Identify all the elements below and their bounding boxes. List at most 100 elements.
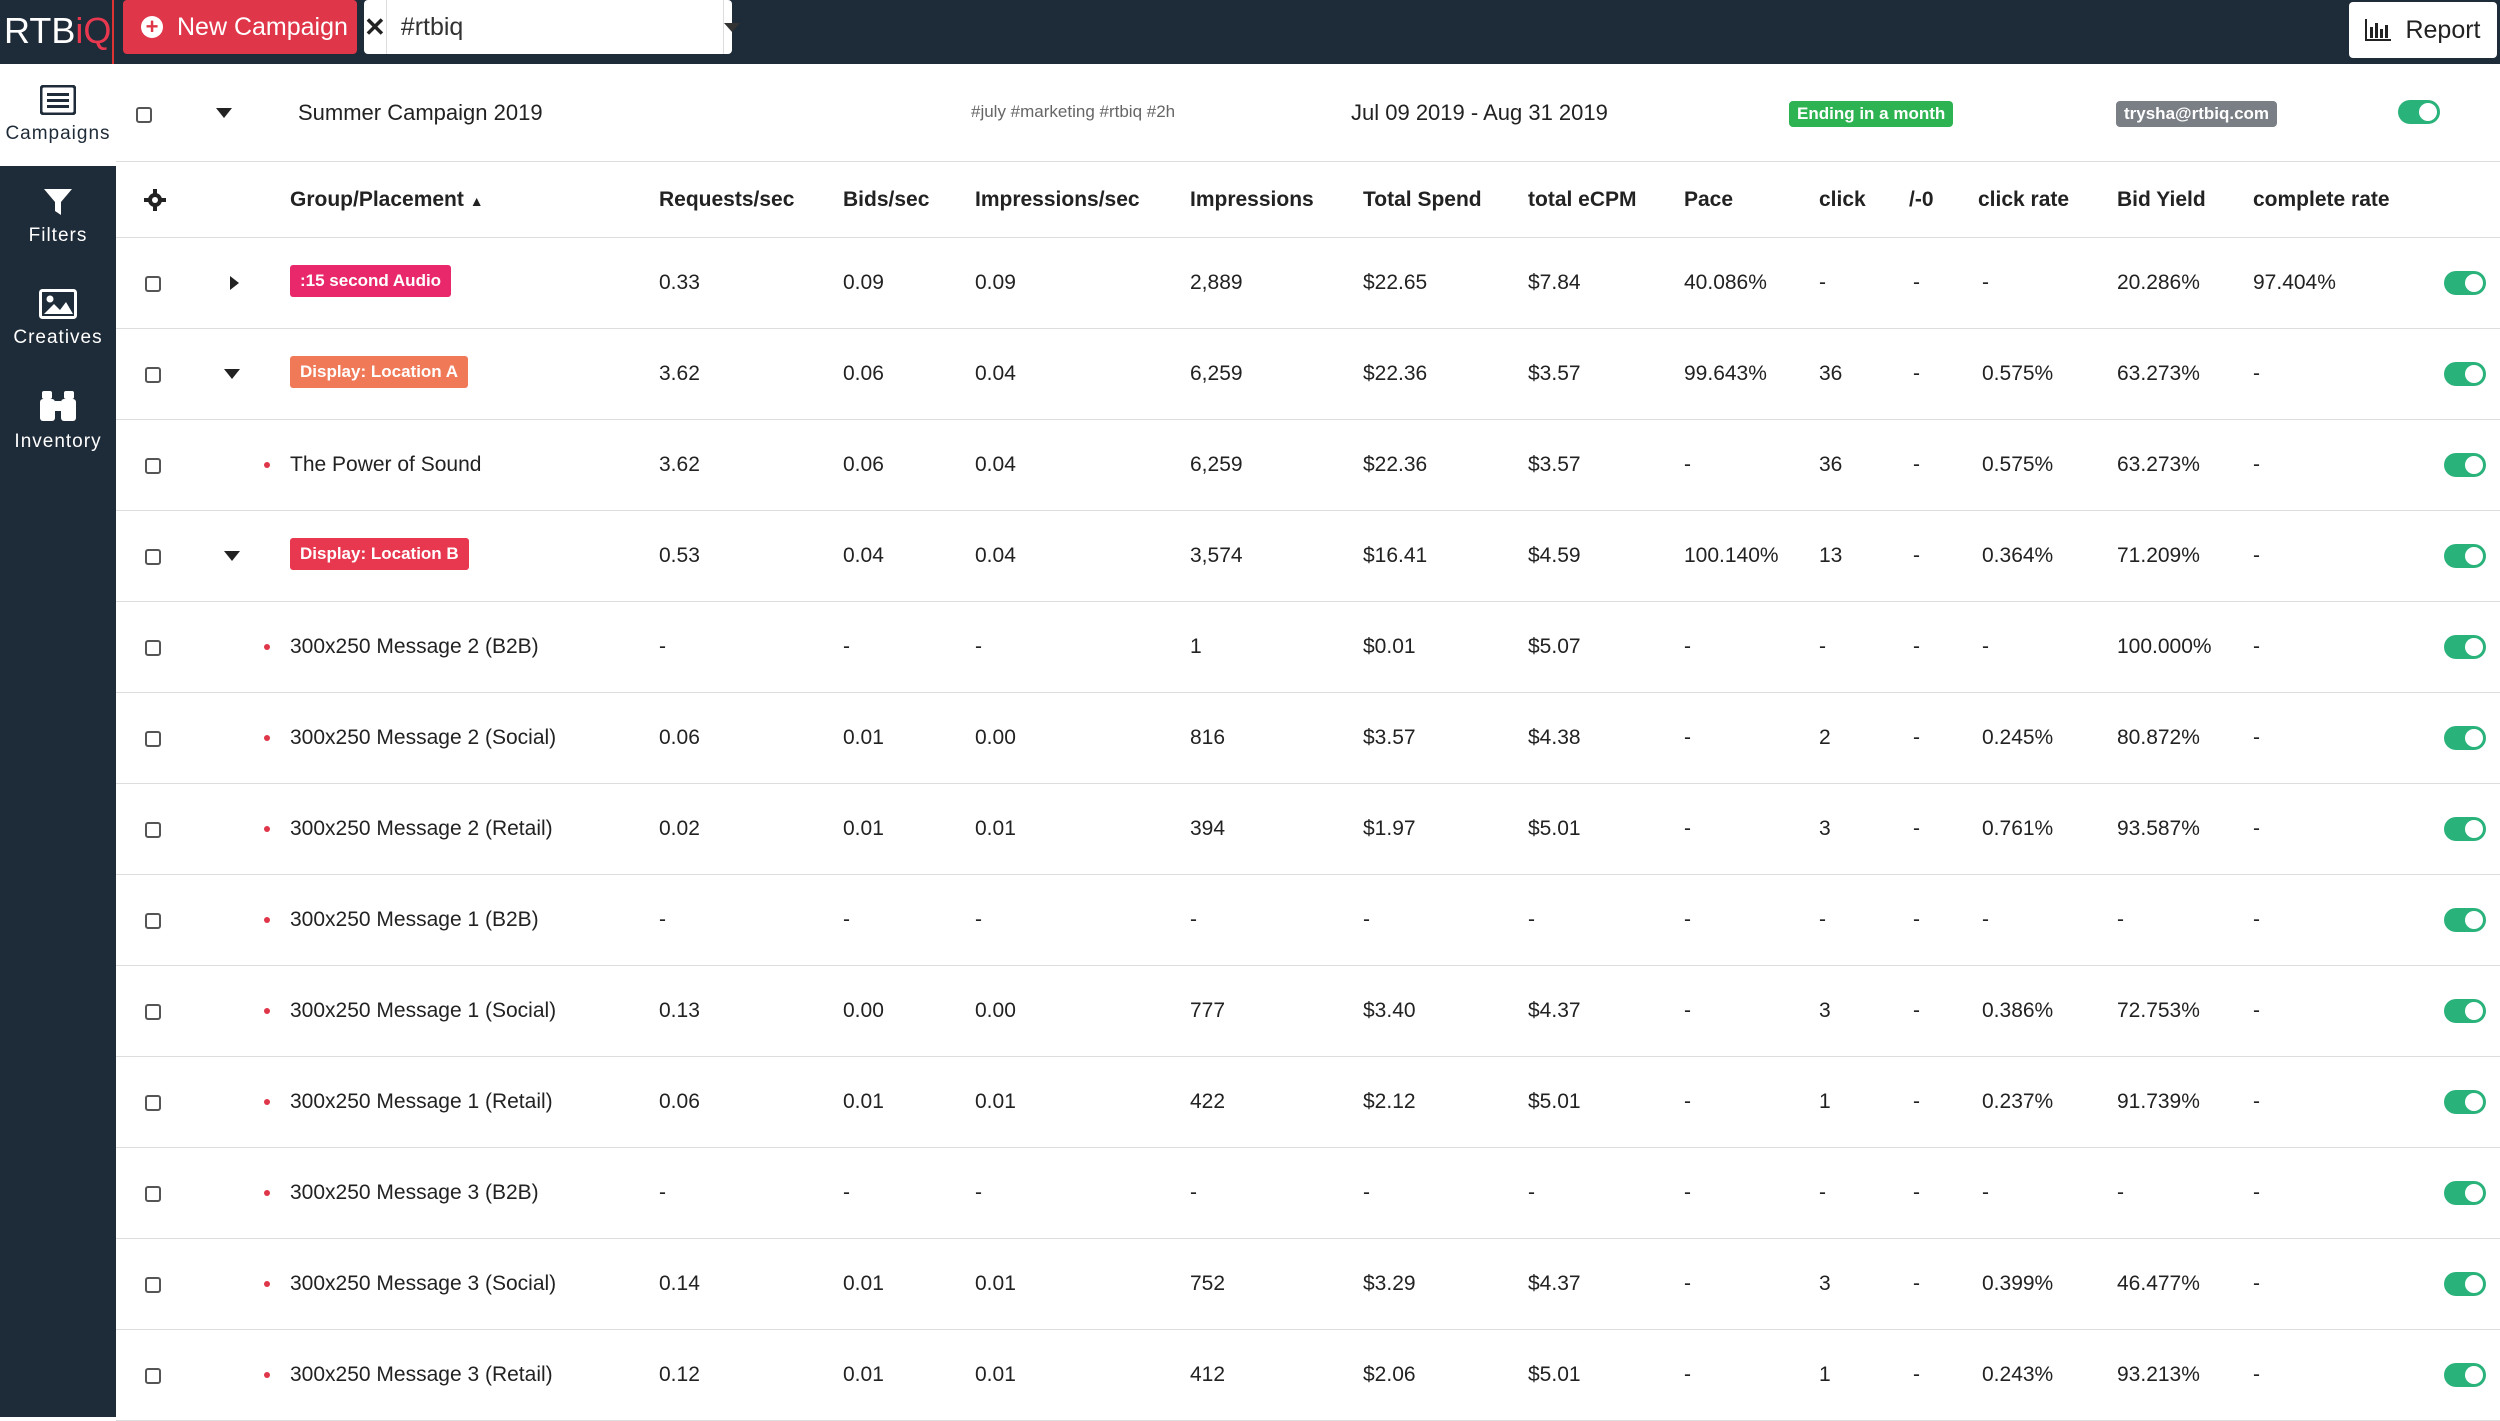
campaign-toggle[interactable] <box>2398 100 2440 124</box>
campaign-name[interactable]: Summer Campaign 2019 <box>298 100 543 125</box>
placement-name[interactable]: The Power of Sound <box>290 453 482 476</box>
table-row[interactable]: 300x250 Message 2 (Retail) 0.02 0.01 0.01 39… <box>116 784 2500 875</box>
cell-pace: - <box>1684 908 1691 931</box>
row-checkbox[interactable] <box>145 913 161 929</box>
table-row[interactable]: 300x250 Message 3 (B2B) - - - - - - - - - - - - <box>116 1148 2500 1239</box>
table-row[interactable]: 300x250 Message 1 (Social) 0.13 0.00 0.00 77… <box>116 966 2500 1057</box>
sidebar-item-filters[interactable]: Filters <box>0 166 116 268</box>
table-row[interactable]: :15 second Audio 0.33 0.09 0.09 2,889 $22.65 $… <box>116 238 2500 329</box>
row-toggle[interactable] <box>2444 726 2486 750</box>
table-row[interactable]: 300x250 Message 3 (Social) 0.14 0.01 0.01 75… <box>116 1239 2500 1330</box>
row-checkbox[interactable] <box>145 276 161 292</box>
gear-icon[interactable] <box>144 189 166 211</box>
column-header-pace[interactable]: Pace <box>1684 188 1734 211</box>
column-header-total-spend[interactable]: Total Spend <box>1363 188 1482 211</box>
row-toggle[interactable] <box>2444 1090 2486 1114</box>
row-checkbox[interactable] <box>145 1004 161 1020</box>
cell-imps: 412 <box>1190 1363 1226 1386</box>
logo-text: RTB <box>4 10 76 51</box>
placement-name[interactable]: 300x250 Message 1 (Social) <box>290 999 557 1022</box>
campaign-checkbox[interactable] <box>136 107 152 123</box>
row-toggle[interactable] <box>2444 635 2486 659</box>
placement-name[interactable]: 300x250 Message 1 (B2B) <box>290 908 539 931</box>
column-header-complete-rate[interactable]: complete rate <box>2253 188 2390 211</box>
cell-click-rate: 0.399% <box>1982 1272 2054 1295</box>
row-checkbox[interactable] <box>145 1186 161 1202</box>
new-campaign-button[interactable]: + New Campaign <box>123 0 357 54</box>
row-checkbox[interactable] <box>145 1095 161 1111</box>
column-header-group-placement[interactable]: Group/Placement ▲ <box>290 188 484 212</box>
column-header-click[interactable]: click <box>1819 188 1866 211</box>
cell-spend: $3.29 <box>1363 1272 1416 1295</box>
table-row[interactable]: Display: Location B 0.53 0.04 0.04 3,574 $16.… <box>116 511 2500 602</box>
row-checkbox[interactable] <box>145 1277 161 1293</box>
column-header-label: Group/Placement <box>290 188 464 211</box>
cell-click-rate: 0.575% <box>1982 362 2054 385</box>
row-toggle[interactable] <box>2444 1272 2486 1296</box>
table-row[interactable]: The Power of Sound 3.62 0.06 0.04 6,259 $22.3… <box>116 420 2500 511</box>
placement-name[interactable]: 300x250 Message 1 (Retail) <box>290 1090 553 1113</box>
row-toggle[interactable] <box>2444 1363 2486 1387</box>
row-checkbox[interactable] <box>145 1368 161 1384</box>
row-toggle[interactable] <box>2444 999 2486 1023</box>
placement-name[interactable]: 300x250 Message 2 (Social) <box>290 726 557 749</box>
search-dropdown-toggle[interactable] <box>722 0 740 54</box>
row-toggle[interactable] <box>2444 908 2486 932</box>
table-row[interactable]: 300x250 Message 2 (Social) 0.06 0.01 0.00 81… <box>116 693 2500 784</box>
bar-chart-icon <box>2365 19 2392 41</box>
row-checkbox[interactable] <box>145 458 161 474</box>
cell-pace: - <box>1684 1181 1691 1204</box>
clear-search-icon[interactable]: ✕ <box>364 0 387 54</box>
cell-ecpm: $4.59 <box>1528 544 1581 567</box>
top-bar: RTBiQ + New Campaign ✕ Report <box>0 0 2500 64</box>
column-header-click-rate[interactable]: click rate <box>1978 188 2070 211</box>
table-row[interactable]: 300x250 Message 2 (B2B) - - - 1 $0.01 $5.07 - - -… <box>116 602 2500 693</box>
placement-name[interactable]: 300x250 Message 3 (B2B) <box>290 1181 539 1204</box>
sidebar-item-campaigns[interactable]: Campaigns <box>0 64 116 166</box>
table-row[interactable]: Display: Location A 3.62 0.06 0.04 6,259 $22.… <box>116 329 2500 420</box>
row-checkbox[interactable] <box>145 549 161 565</box>
placement-name[interactable]: 300x250 Message 2 (Retail) <box>290 817 553 840</box>
row-toggle[interactable] <box>2444 544 2486 568</box>
report-button[interactable]: Report <box>2349 2 2497 58</box>
placement-name[interactable]: 300x250 Message 2 (B2B) <box>290 635 539 658</box>
cell-click: 3 <box>1819 1272 1831 1295</box>
collapse-caret-icon[interactable] <box>224 551 240 561</box>
column-header-impressions-sec[interactable]: Impressions/sec <box>975 188 1140 211</box>
sidebar-item-creatives[interactable]: Creatives <box>0 268 116 370</box>
group-pill[interactable]: Display: Location A <box>290 356 469 388</box>
app-logo[interactable]: RTBiQ <box>4 10 111 52</box>
campaign-row[interactable]: Summer Campaign 2019 #july #marketing #r… <box>116 64 2500 162</box>
row-checkbox[interactable] <box>145 640 161 656</box>
row-toggle[interactable] <box>2444 271 2486 295</box>
collapse-caret-icon[interactable] <box>224 369 240 379</box>
row-toggle[interactable] <box>2444 817 2486 841</box>
sidebar-item-inventory[interactable]: Inventory <box>0 370 116 472</box>
placement-name[interactable]: 300x250 Message 3 (Social) <box>290 1272 557 1295</box>
cell-complete: - <box>2253 726 2260 749</box>
row-checkbox[interactable] <box>145 822 161 838</box>
placement-name[interactable]: 300x250 Message 3 (Retail) <box>290 1363 553 1386</box>
cell-ecpm: $3.57 <box>1528 453 1581 476</box>
collapse-caret-icon[interactable] <box>216 108 232 118</box>
expand-caret-icon[interactable] <box>230 276 239 290</box>
row-checkbox[interactable] <box>145 367 161 383</box>
column-header-neg[interactable]: /-0 <box>1909 188 1934 211</box>
table-row[interactable]: 300x250 Message 3 (Retail) 0.12 0.01 0.01 41… <box>116 1330 2500 1421</box>
column-header-bids[interactable]: Bids/sec <box>843 188 930 211</box>
column-header-total-ecpm[interactable]: total eCPM <box>1528 188 1637 211</box>
row-toggle[interactable] <box>2444 362 2486 386</box>
column-header-impressions[interactable]: Impressions <box>1190 188 1314 211</box>
row-toggle[interactable] <box>2444 1181 2486 1205</box>
cell-bid-yield: 63.273% <box>2117 362 2200 385</box>
table-row[interactable]: 300x250 Message 1 (Retail) 0.06 0.01 0.01 42… <box>116 1057 2500 1148</box>
row-checkbox[interactable] <box>145 731 161 747</box>
column-header-bid-yield[interactable]: Bid Yield <box>2117 188 2206 211</box>
table-row[interactable]: 300x250 Message 1 (B2B) - - - - - - - - - - - - <box>116 875 2500 966</box>
group-pill[interactable]: :15 second Audio <box>290 265 452 297</box>
cell-spend: $16.41 <box>1363 544 1428 567</box>
row-toggle[interactable] <box>2444 453 2486 477</box>
column-header-requests[interactable]: Requests/sec <box>659 188 795 211</box>
group-pill[interactable]: Display: Location B <box>290 538 469 570</box>
search-input[interactable] <box>386 0 723 54</box>
